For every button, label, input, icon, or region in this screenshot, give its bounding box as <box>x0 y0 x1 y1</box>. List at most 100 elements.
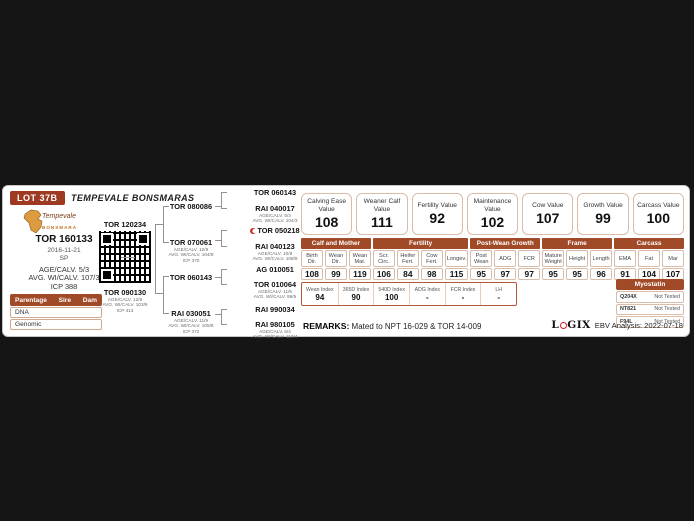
value-box-label: Carcass Value <box>637 201 680 209</box>
trait-header: Heifer Fert. <box>396 250 419 267</box>
index-header: ADG Index <box>414 286 441 293</box>
pedigree-line <box>221 192 227 193</box>
pedigree-grandparent: TOR 080086 <box>167 202 215 211</box>
trait-value: 108 <box>301 268 323 280</box>
trait-header: Post Wean <box>470 250 493 267</box>
parentage-header-label: Parentage <box>15 296 47 304</box>
great-grandparent-detail: AGE/CALV. 11/6 <box>257 289 293 294</box>
great-grandparent-id: TOR 060143 <box>253 188 297 197</box>
pedigree-sire: TOR 120234 <box>95 220 155 229</box>
pedigree-great-grandparent: RAI 990034 <box>247 305 303 314</box>
parentage-header-dam: Dam <box>82 296 97 304</box>
trait-header: Length <box>590 250 613 267</box>
grandparent-detail: AVG. WI/CALV. 104/9 <box>168 252 214 258</box>
trait-value: 98 <box>420 268 443 280</box>
index-value: 94 <box>315 292 325 302</box>
pedigree-grandparent: RAI 030051 AGE/CALV. 11/9 AVG. WI/CALV. … <box>167 309 215 334</box>
index-col: 365D Index 90 <box>337 283 374 305</box>
qr-finder-icon <box>101 269 113 281</box>
pedigree-line <box>163 206 169 207</box>
value-box-value: 107 <box>536 210 560 227</box>
pedigree-line <box>155 224 156 294</box>
pedigree-line <box>163 276 164 313</box>
great-grandparent-detail: AGE/CALV. 5/3 <box>259 213 291 218</box>
gene-label: Q204X <box>620 293 637 300</box>
index-col: FCR Index - <box>444 283 481 305</box>
group-post-wean-growth: Post-Wean Growth <box>470 238 541 249</box>
grandparent-detail: ICP 372 <box>182 328 200 334</box>
parentage-header: Parentage Sire Dam <box>10 294 102 306</box>
great-grandparent-id: AG 010051 <box>256 265 294 274</box>
animal-age-calv: AGE/CALV. 5/3 <box>38 265 90 274</box>
logix-gix: GIX <box>567 319 591 331</box>
grandparent-id: TOR 070061 <box>169 238 213 247</box>
logo-text-1: Tempevale <box>42 213 76 220</box>
trait-value: 119 <box>348 268 371 280</box>
great-grandparent-id: RAI 990034 <box>255 305 295 314</box>
qr-finder-icon <box>101 233 113 245</box>
grandparent-detail: AGE/CALV. 11/9 <box>173 318 209 323</box>
great-grandparent-id: RAI 980105 <box>255 320 295 329</box>
value-box-label: Calving Ease Value <box>307 198 347 213</box>
trait-header: Wean Mat. <box>348 250 371 267</box>
gene-label: F94L <box>620 318 633 325</box>
trait-value: 96 <box>590 268 613 280</box>
pedigree-line <box>221 246 227 247</box>
trait-header: Scr. Circ. <box>372 250 395 267</box>
trait-header: Longev. <box>444 250 469 267</box>
trait-header: Fat <box>638 250 661 267</box>
value-box-weaner-calf: Weaner Calf Value 111 <box>356 193 408 235</box>
value-box-value: 111 <box>371 213 393 230</box>
pedigree-line <box>221 230 222 246</box>
dam-detail: AGE/CALV. 12/9 <box>107 297 143 302</box>
great-grandparent-id: RAI 040123 <box>255 242 295 251</box>
group-fertility: Fertility <box>372 238 469 249</box>
pedigree-line <box>215 206 221 207</box>
trait-header: Mar <box>662 250 684 267</box>
animal-block: TOR 160133 2016-11-21 SP AGE/CALV. 5/3 A… <box>3 234 125 291</box>
trait-header: FCR <box>518 250 541 267</box>
trait-header: Mature Weight <box>542 250 565 267</box>
pedigree-line <box>221 269 222 284</box>
pedigree-line <box>221 324 227 325</box>
footer: L GIX EBV Analysis: 2022-07-18 <box>551 319 683 331</box>
pedigree-line <box>215 240 221 241</box>
logix-l: L <box>551 319 560 331</box>
value-box-calving-ease: Calving Ease Value 108 <box>301 193 353 235</box>
index-header: LH <box>495 286 502 293</box>
value-box-cow: Cow Value 107 <box>522 193 574 235</box>
index-col: 540D Index 100 <box>373 283 409 305</box>
dam-detail: AVG. WI/CALV. 103/9 <box>102 302 148 308</box>
pedigree-line <box>121 257 135 258</box>
pedigree-great-grandparent: TOR 050218 <box>247 226 303 235</box>
great-grandparent-detail: AGE/CALV. 6/4 <box>259 329 291 334</box>
pedigree-line <box>155 224 163 225</box>
great-grandparent-detail: AVG. WI/CALV. 110/4 <box>252 334 298 340</box>
value-box-value: 102 <box>480 213 505 230</box>
trait-header: Cow Fert. <box>420 250 443 267</box>
index-value: - <box>461 292 465 302</box>
remarks-label: REMARKS: <box>303 321 350 331</box>
gene-result: Not Tested <box>654 293 680 300</box>
trait-header: Wean Dir. <box>324 250 347 267</box>
pedigree-line <box>221 192 222 208</box>
value-box-fertility: Fertility Value 92 <box>411 193 463 235</box>
index-header: 365D Index <box>342 286 370 293</box>
index-table: Wean Index 94 365D Index 90 540D Index 1… <box>301 282 517 306</box>
logo-text-2: BONSMARA <box>42 225 77 230</box>
myostatin-row: F94L Not Tested <box>616 316 684 328</box>
value-box-value: 100 <box>646 210 670 227</box>
animal-code: SP <box>59 254 69 262</box>
trait-header: EMA <box>614 250 637 267</box>
pedigree-line <box>221 309 222 324</box>
grandparent-detail: AVG. WI/CALV. 105/8 <box>168 323 214 329</box>
qr-code <box>99 231 151 283</box>
pedigree-great-grandparent: RAI 040123 AGE/CALV. 10/8 AVG. WI/CALV. … <box>247 242 303 262</box>
sire-id: TOR 120234 <box>103 220 147 229</box>
value-box-label: Maintenance Value <box>473 198 512 213</box>
ebv-table: Calf and Mother Fertility Post-Wean Grow… <box>301 238 684 280</box>
index-value: 100 <box>384 292 399 302</box>
gene-result: Not Tested <box>654 306 680 313</box>
pedigree-great-grandparent: RAI 980105 AGE/CALV. 6/4 AVG. WI/CALV. 1… <box>247 320 303 340</box>
trait-value: 106 <box>372 268 395 280</box>
